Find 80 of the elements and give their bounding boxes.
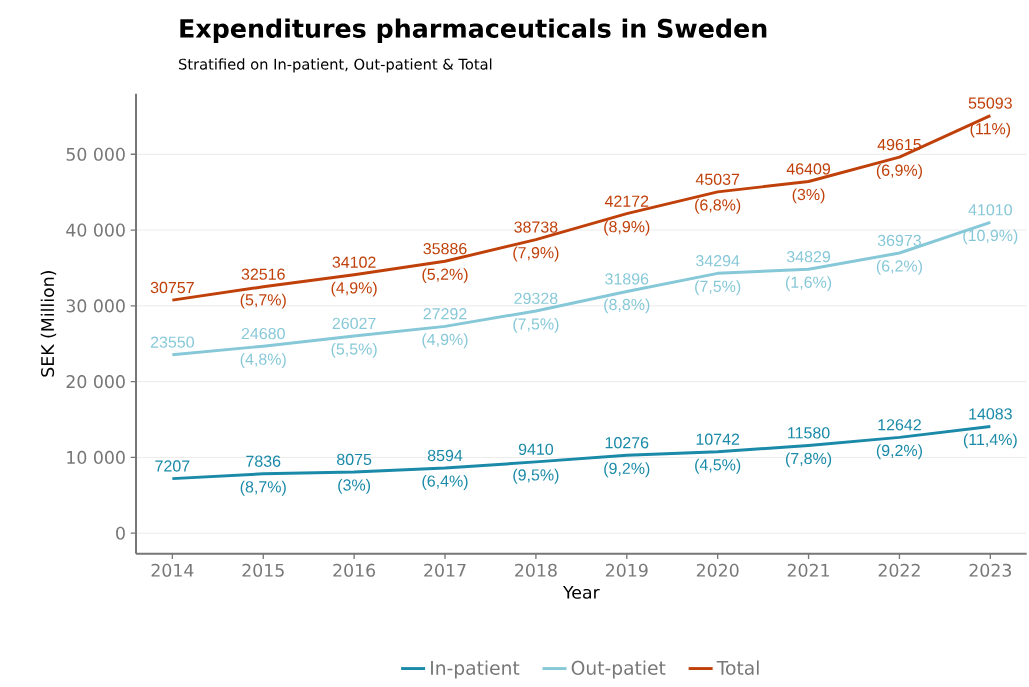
annotation: (5,2%) xyxy=(422,268,468,284)
annotation: (7,5%) xyxy=(513,317,559,333)
data-label: 14083 xyxy=(969,408,1012,420)
data-label: 42172 xyxy=(604,195,649,207)
annotation: (6,9%) xyxy=(876,164,922,180)
data-label: 7207 xyxy=(155,460,190,472)
annotation: (10,9%) xyxy=(963,229,1018,245)
annotation: (6,2%) xyxy=(876,259,922,275)
data-label: 8075 xyxy=(337,453,372,466)
annotation: (7,9%) xyxy=(513,246,559,262)
data-label: 29328 xyxy=(514,292,558,305)
data-label: 34102 xyxy=(332,256,376,268)
data-label: 24680 xyxy=(241,327,285,340)
data-label: 38738 xyxy=(514,221,558,233)
data-label: 7836 xyxy=(246,455,281,467)
data-label: 12642 xyxy=(878,419,921,431)
annotation: (11%) xyxy=(970,122,1011,138)
data-label: 10742 xyxy=(696,433,740,445)
data-label: 49615 xyxy=(877,138,921,151)
y-tick-label: 20 000 xyxy=(66,375,125,389)
annotation: (6,4%) xyxy=(422,475,468,490)
data-label: 11580 xyxy=(788,427,830,439)
y-tick-label: 0 xyxy=(116,526,125,540)
data-label: 27292 xyxy=(423,308,467,320)
data-label: 36973 xyxy=(877,234,921,247)
annotation: (8,8%) xyxy=(604,298,650,314)
annotation: (9,2%) xyxy=(604,462,650,478)
y-tick-label: 30 000 xyxy=(66,299,125,313)
x-axis-title: Year xyxy=(562,585,600,599)
data-label: 46409 xyxy=(786,163,831,175)
chart-title: Expenditures pharmaceuticals in Sweden xyxy=(180,18,767,43)
data-label: 34294 xyxy=(696,255,740,267)
annotation: (4,8%) xyxy=(240,353,286,368)
y-axis-title: SEK (Million) xyxy=(40,271,57,377)
y-tick-label: 10 000 xyxy=(67,450,125,464)
annotation: (5,5%) xyxy=(331,342,377,358)
annotation: (3%) xyxy=(792,188,825,204)
annotation: (3%) xyxy=(338,478,371,494)
legend-label: Out-patiet xyxy=(571,660,666,679)
x-tick-label: 2021 xyxy=(787,563,829,577)
annotation: (8,9%) xyxy=(604,220,650,236)
data-label: 32516 xyxy=(241,268,285,280)
annotation: (4,5%) xyxy=(695,458,741,474)
data-label: 30757 xyxy=(150,281,194,294)
legend-label: In-patient xyxy=(431,660,520,679)
data-label: 55093 xyxy=(968,97,1012,109)
annotation: (11,4%) xyxy=(963,433,1017,449)
annotation: (8,7%) xyxy=(240,480,286,496)
legend-label: Total xyxy=(716,660,759,675)
chart-subtitle: Stratified on In-patient, Out-patient & Total xyxy=(179,58,492,73)
annotation: (1,6%) xyxy=(785,276,832,292)
data-label: 8594 xyxy=(427,449,463,462)
data-label: 35886 xyxy=(423,242,467,255)
x-tick-label: 2020 xyxy=(696,563,739,577)
x-tick-label: 2022 xyxy=(878,563,920,577)
data-label: 45037 xyxy=(695,173,740,185)
data-label: 34829 xyxy=(786,251,831,263)
annotation: (9,5%) xyxy=(513,468,559,484)
x-tick-label: 2014 xyxy=(151,563,194,577)
x-tick-label: 2023 xyxy=(969,563,1011,577)
data-label: 10276 xyxy=(605,437,649,449)
x-tick-label: 2019 xyxy=(606,563,648,577)
data-label: 41010 xyxy=(968,204,1012,216)
annotation: (4,9%) xyxy=(422,333,468,349)
data-label: 26027 xyxy=(332,317,376,330)
annotation: (5,7%) xyxy=(240,293,286,309)
annotation: (4,9%) xyxy=(331,281,377,297)
data-label: 31896 xyxy=(605,273,649,285)
annotation: (9,2%) xyxy=(876,444,922,460)
x-tick-label: 2017 xyxy=(424,563,466,577)
data-label: 23550 xyxy=(150,336,194,348)
annotation: (6,8%) xyxy=(695,198,741,214)
x-tick-label: 2018 xyxy=(515,563,557,577)
annotation: (7,8%) xyxy=(785,452,832,468)
x-tick-label: 2016 xyxy=(333,563,376,577)
y-tick-label: 50 000 xyxy=(66,147,125,161)
x-tick-label: 2015 xyxy=(242,563,284,577)
data-label: 9410 xyxy=(518,443,554,455)
annotation: (7,5%) xyxy=(695,280,741,296)
y-tick-label: 40 000 xyxy=(66,223,125,237)
